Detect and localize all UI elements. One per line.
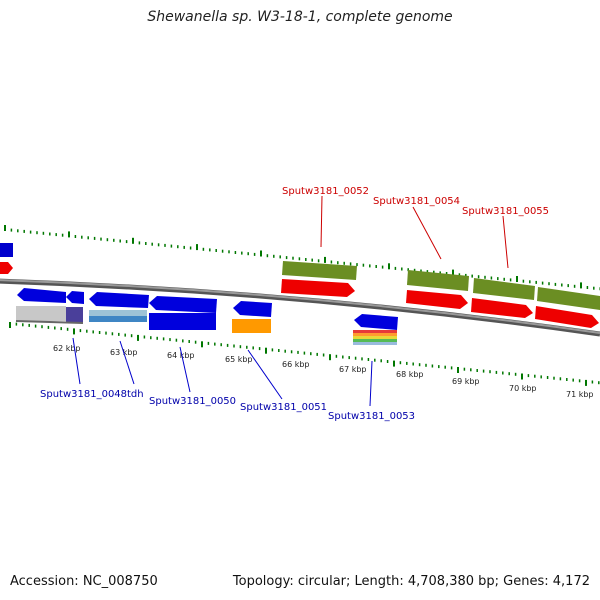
edge-feature-red[interactable] xyxy=(0,262,13,274)
gene-arrow-sputw3181-0051[interactable] xyxy=(233,301,272,317)
blue-block[interactable] xyxy=(149,313,216,330)
coordinate-label: 69 kbp xyxy=(452,377,480,386)
reverse-annotation-track xyxy=(15,306,397,345)
forward-tick-row xyxy=(4,225,600,291)
olive-block[interactable] xyxy=(407,270,469,291)
olive-block[interactable] xyxy=(537,287,600,310)
gene-arrow-sputw3181-0053[interactable] xyxy=(354,314,398,330)
coordinate-label: 62 kbp xyxy=(53,344,81,353)
stripe-red[interactable] xyxy=(353,330,397,333)
gene-arrow-sputw3181-0054[interactable] xyxy=(406,290,468,309)
gene-arrow-next[interactable] xyxy=(535,306,599,328)
purple-block[interactable] xyxy=(66,307,83,322)
gene-arrow-sputw3181-0050[interactable] xyxy=(149,296,217,313)
forward-gene-labels: Sputw3181_0052 Sputw3181_0054 Sputw3181_… xyxy=(282,186,549,269)
edge-feature-blue[interactable] xyxy=(0,243,13,257)
stripe-orange[interactable] xyxy=(353,333,397,336)
gene-label-sputw3181-0050[interactable]: Sputw3181_0050 xyxy=(149,396,236,407)
gene-arrow-sputw3181-0055[interactable] xyxy=(471,298,533,318)
coordinate-label: 68 kbp xyxy=(396,370,424,379)
map-title: Shewanella sp. W3-18-1, complete genome xyxy=(147,9,453,25)
gene-label-sputw3181-0051[interactable]: Sputw3181_0051 xyxy=(240,402,327,413)
forward-cds-track xyxy=(281,279,599,328)
coordinate-label: 70 kbp xyxy=(509,384,537,393)
olive-block[interactable] xyxy=(473,278,535,300)
genome-backbone xyxy=(0,278,600,337)
gene-label-sputw3181-0054[interactable]: Sputw3181_0054 xyxy=(373,196,460,207)
coordinate-label: 64 kbp xyxy=(167,351,195,360)
gene-arrow-sputw3181-0048b[interactable] xyxy=(66,291,84,304)
gene-label-sputw3181-0055[interactable]: Sputw3181_0055 xyxy=(462,206,549,217)
reverse-cds-track xyxy=(17,288,398,330)
stripe-yellow[interactable] xyxy=(353,336,397,339)
gene-label-sputw3181-0053[interactable]: Sputw3181_0053 xyxy=(328,411,415,422)
reverse-tick-row xyxy=(9,322,600,386)
gene-label-sputw3181-0052[interactable]: Sputw3181_0052 xyxy=(282,186,369,197)
accession-text: Accession: NC_008750 xyxy=(10,574,158,589)
gene-arrow-tdh[interactable] xyxy=(89,292,149,308)
coordinate-label: 67 kbp xyxy=(339,365,367,374)
gene-label-tdh[interactable]: tdh xyxy=(127,389,144,400)
coordinate-label: 71 kbp xyxy=(566,390,594,399)
forward-olive-track xyxy=(282,261,600,310)
reverse-gene-labels: Sputw3181_0048 tdh Sputw3181_0050 Sputw3… xyxy=(40,337,415,422)
orange-block[interactable] xyxy=(232,319,271,333)
olive-block[interactable] xyxy=(282,261,357,280)
gene-label-sputw3181-0048[interactable]: Sputw3181_0048 xyxy=(40,389,127,400)
stripe-green[interactable] xyxy=(353,339,397,342)
stripe-blue[interactable] xyxy=(353,342,397,345)
coordinate-label: 66 kbp xyxy=(282,360,310,369)
gene-arrow-sputw3181-0052[interactable] xyxy=(281,279,355,297)
lightblue-block[interactable] xyxy=(89,310,147,316)
genome-stats-text: Topology: circular; Length: 4,708,380 bp… xyxy=(232,574,590,589)
coordinate-label: 65 kbp xyxy=(225,355,253,364)
gray-block[interactable] xyxy=(16,306,66,321)
steelblue-block[interactable] xyxy=(89,316,147,322)
gene-arrow-sputw3181-0048[interactable] xyxy=(17,288,66,303)
